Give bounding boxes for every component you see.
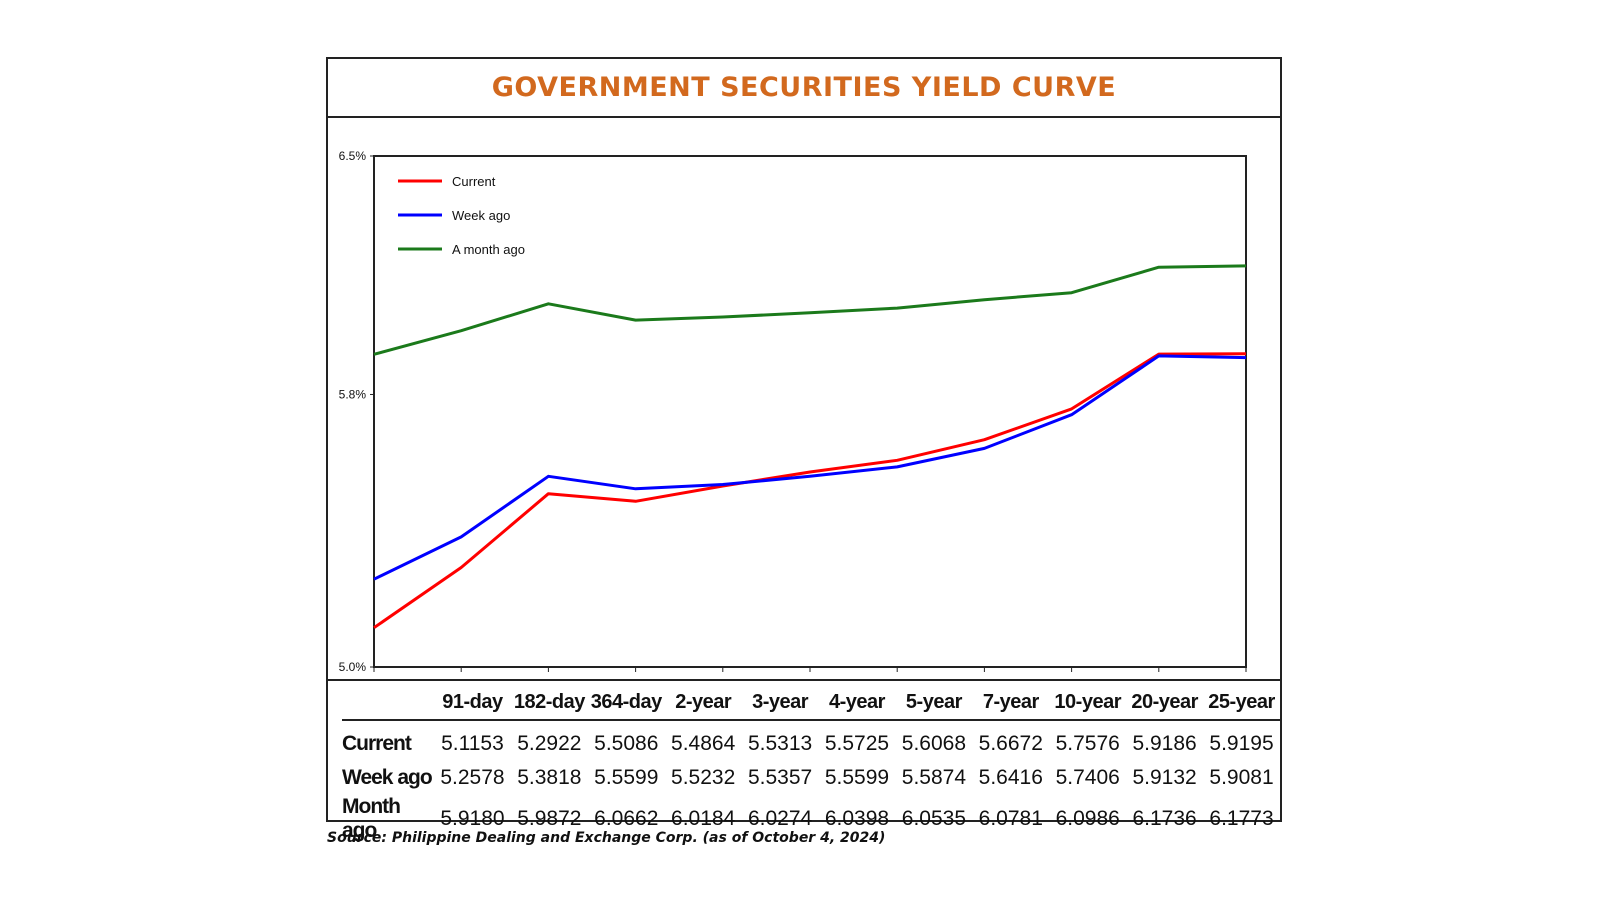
table-cell: 5.5232	[671, 766, 736, 789]
column-header: 91-day	[434, 685, 511, 721]
table-cell: 6.0274	[747, 807, 813, 830]
table-cell: 5.5313	[747, 732, 813, 755]
table-cell: 5.5357	[747, 766, 813, 789]
table-cell: 6.0662	[594, 807, 659, 830]
column-header: 364-day	[587, 685, 665, 721]
yield-table: 91-day 182-day 364-day 2-year 3-year 4-year 5-…	[342, 685, 1280, 843]
table-cell: 5.5086	[594, 732, 659, 755]
y-tick-label: 5.0%	[339, 660, 367, 674]
table-cell: 5.9132	[1132, 766, 1197, 789]
table-cell: 6.0184	[671, 807, 736, 830]
row-label: Current	[342, 732, 412, 755]
table-cell: 6.0535	[901, 807, 966, 830]
yield-curve-chart: 6.5%5.8%5.0%91-day182-day364-day2-year3-…	[339, 149, 1247, 674]
table-cell: 5.5599	[824, 766, 890, 789]
plot-area	[373, 155, 1247, 668]
table-cell: 6.1736	[1132, 807, 1197, 830]
table-cell: 5.9180	[440, 807, 505, 830]
yield-table-section: 91-day 182-day 364-day 2-year 3-year 4-year 5-…	[328, 679, 1280, 842]
row-label: Month ago	[342, 795, 401, 842]
legend-label-a-month-ago: A month ago	[452, 242, 525, 257]
column-header: 25-year	[1203, 685, 1280, 721]
series-line-a-month-ago	[373, 264, 1247, 356]
column-header: 7-year	[972, 685, 1050, 721]
legend-label-week-ago: Week ago	[452, 208, 510, 223]
table-cell: 5.5874	[901, 766, 966, 789]
table-cell: 6.0398	[824, 807, 890, 830]
table-cell: 5.3818	[517, 766, 582, 789]
legend-label-current: Current	[452, 174, 496, 189]
column-header: 4-year	[818, 685, 896, 721]
table-cell: 5.7406	[1055, 766, 1120, 789]
table-cell: 5.6068	[901, 732, 966, 755]
table-cell: 5.6416	[978, 766, 1043, 789]
table-cell: 5.9081	[1209, 766, 1274, 789]
table-cell: 6.0986	[1055, 807, 1120, 830]
column-header: 5-year	[895, 685, 973, 721]
chart-title: GOVERNMENT SECURITIES YIELD CURVE	[328, 59, 1280, 118]
column-header: 20-year	[1126, 685, 1204, 721]
series-line-week-ago	[373, 354, 1247, 581]
column-header: 3-year	[741, 685, 819, 721]
table-row: Current 5.1153 5.2922 5.5086 5.4864 5.5313 5.5…	[342, 727, 1280, 761]
table-cell: 5.9186	[1132, 732, 1197, 755]
column-header: 10-year	[1049, 685, 1127, 721]
table-corner	[342, 685, 434, 721]
table-cell: 5.4864	[671, 732, 736, 755]
table-cell: 5.1153	[441, 732, 504, 755]
source-note: Source: Philippine Dealing and Exchange …	[327, 830, 886, 846]
table-cell: 5.5599	[594, 766, 659, 789]
chart-frame: GOVERNMENT SECURITIES YIELD CURVE 6.5% 5.…	[326, 57, 1282, 842]
table-cell: 6.1773	[1209, 807, 1274, 830]
y-tick-label: 6.5%	[339, 149, 367, 163]
column-header: 182-day	[510, 685, 588, 721]
table-spacer	[342, 720, 1280, 727]
table-cell: 5.2922	[517, 732, 582, 755]
table-cell: 5.9872	[517, 807, 582, 830]
table-cell: 5.7576	[1055, 732, 1120, 755]
column-header: 2-year	[664, 685, 742, 721]
row-label: Week ago	[342, 766, 433, 789]
table-cell: 5.6672	[978, 732, 1043, 755]
table-cell: 5.5725	[824, 732, 890, 755]
table-cell: 6.0781	[978, 807, 1043, 830]
y-tick-label: 5.8%	[339, 387, 367, 401]
table-row: Month ago 5.9180 5.9872 6.0662 6.0184 6.0274 6…	[342, 795, 1280, 843]
table-cell: 5.9195	[1209, 732, 1274, 755]
series-line-current	[373, 352, 1247, 629]
table-header-row: 91-day 182-day 364-day 2-year 3-year 4-year 5-…	[342, 685, 1280, 721]
table-cell: 5.2578	[440, 766, 505, 789]
table-row: Week ago 5.2578 5.3818 5.5599 5.5232 5.5357 5.…	[342, 761, 1280, 795]
